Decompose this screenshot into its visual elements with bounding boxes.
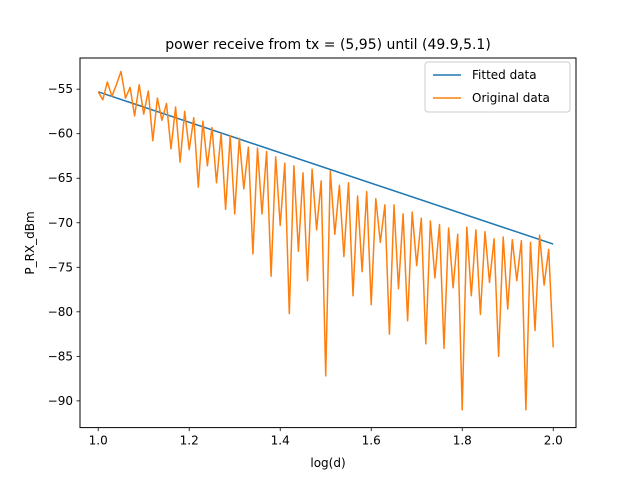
legend-label-fitted: Fitted data [472, 68, 537, 82]
x-tick-label: 1.2 [180, 434, 199, 448]
x-tick-label: 1.8 [453, 434, 472, 448]
y-axis-label: P_RX_dBm [23, 211, 37, 274]
x-axis-label: log(d) [310, 456, 345, 470]
y-tick-label: −55 [48, 82, 73, 96]
axes-frame [79, 57, 577, 429]
series-line-original [97, 70, 554, 411]
x-tick-label: 2.0 [544, 434, 563, 448]
y-tick-label: −70 [48, 216, 73, 230]
y-tick-label: −65 [48, 171, 73, 185]
y-tick-label: −80 [48, 305, 73, 319]
y-tick-label: −90 [48, 394, 73, 408]
x-tick-label: 1.0 [89, 434, 108, 448]
chart-title: power receive from tx = (5,95) until (49… [165, 37, 491, 53]
y-tick-label: −60 [48, 127, 73, 141]
y-tick-label: −75 [48, 260, 73, 274]
x-axis-ticks: 1.0 1.2 1.4 1.6 1.8 2.0 [89, 427, 563, 448]
x-tick-label: 1.6 [362, 434, 381, 448]
plot-area [97, 70, 554, 411]
legend-box [424, 61, 571, 113]
y-axis-ticks: −55 −60 −65 −70 −75 −80 −85 −90 [48, 82, 80, 408]
x-tick-label: 1.4 [271, 434, 290, 448]
y-tick-label: −85 [48, 349, 73, 363]
legend-label-original: Original data [472, 91, 550, 105]
legend: Fitted data Original data [424, 61, 571, 113]
